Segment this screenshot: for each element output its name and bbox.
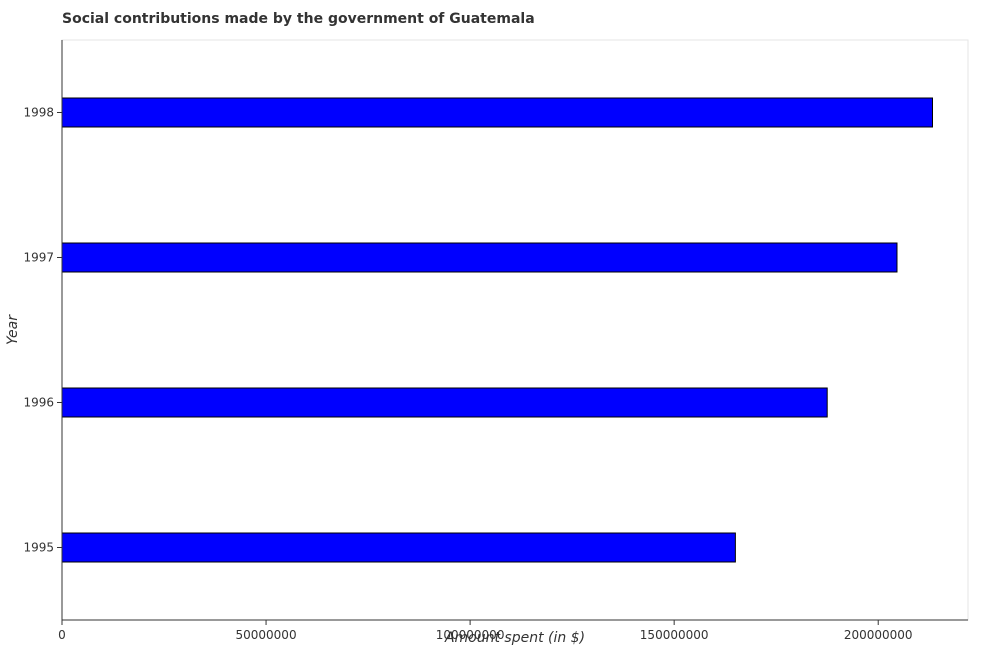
y-axis-ticks: 1995 1996 1997 1998 [23,106,62,555]
y-tick-label: 1997 [23,251,54,265]
x-tick-label: 150000000 [640,628,709,642]
y-axis-title: Year [5,314,21,345]
bar-1998 [61,97,933,128]
bars-group [61,97,933,563]
x-tick-label: 0 [58,628,66,642]
bar-1996 [61,387,828,418]
x-tick-label: 200000000 [844,628,913,642]
plot-area [61,39,969,621]
y-tick-label: 1995 [23,541,54,555]
x-axis-ticks: 0 50000000 100000000 150000000 200000000 [58,620,913,642]
chart-title: Social contributions made by the governm… [62,11,535,27]
y-tick-label: 1998 [23,106,54,120]
x-tick-label: 50000000 [236,628,297,642]
y-tick-label: 1996 [23,396,54,410]
bar-1995 [61,532,736,563]
bar-1997 [61,242,898,273]
x-axis-title: Amount spent (in $) [444,630,585,646]
x-tick-label: 100000000 [436,628,505,642]
